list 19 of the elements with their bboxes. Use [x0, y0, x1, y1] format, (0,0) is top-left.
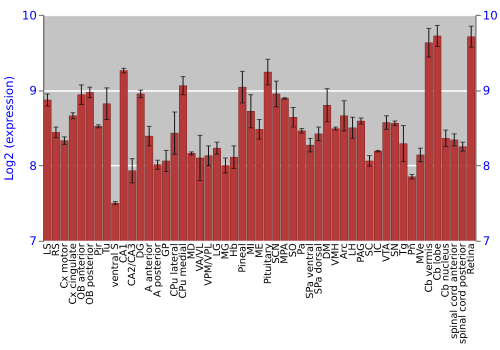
y-tick-label: 9 — [29, 84, 37, 98]
x-tick-label: MVe — [415, 243, 426, 264]
y-tick-label: 7 — [29, 234, 37, 248]
x-tick-label: spinal cord posterior — [458, 242, 469, 344]
y2-tick-label: 10 — [482, 8, 498, 22]
y-tick-label: 10 — [22, 8, 37, 22]
x-tick-label: Pituitary — [262, 243, 274, 284]
x-tick-label: Hb — [228, 243, 240, 257]
x-tick-label: Retina — [466, 243, 478, 274]
y-tick-label: 8 — [29, 158, 37, 173]
x-tick-label: A posterior — [152, 242, 164, 298]
x-tick-label: RS — [50, 243, 62, 256]
x-tick-label: Tg — [398, 243, 410, 256]
y2-tick-label: 9 — [482, 84, 490, 98]
x-tick-label: OB posterior — [84, 242, 96, 305]
x-tick-label: ME — [254, 243, 266, 258]
y2-tick-label: 8 — [482, 158, 490, 173]
y2-tick-label: 7 — [482, 234, 490, 248]
y-axis-title: Log2 (expression) — [2, 76, 16, 181]
